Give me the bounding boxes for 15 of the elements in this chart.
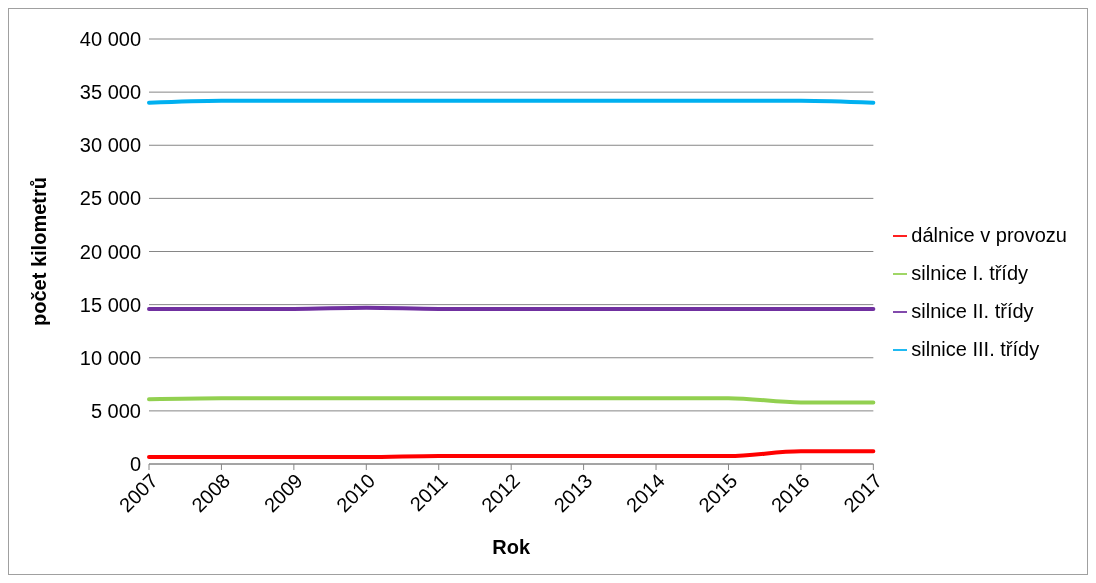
legend-label: dálnice v provozu: [911, 223, 1067, 246]
y-axis-title: počet kilometrů: [28, 177, 51, 326]
legend-label: silnice I. třídy: [911, 261, 1029, 284]
y-tick-label: 30 000: [79, 134, 141, 157]
y-tick-label: 25 000: [79, 187, 141, 210]
legend-label: silnice III. třídy: [911, 337, 1040, 360]
y-tick-label: 20 000: [79, 240, 141, 263]
y-tick-label: 10 000: [79, 346, 141, 369]
y-tick-label: 0: [129, 453, 141, 476]
y-tick-label: 5 000: [90, 399, 141, 422]
x-axis-title: Rok: [492, 536, 531, 558]
legend-label: silnice II. třídy: [911, 299, 1034, 322]
y-tick-label: 35 000: [79, 81, 141, 104]
y-tick-label: 15 000: [79, 293, 141, 316]
y-tick-label: 40 000: [79, 28, 141, 51]
